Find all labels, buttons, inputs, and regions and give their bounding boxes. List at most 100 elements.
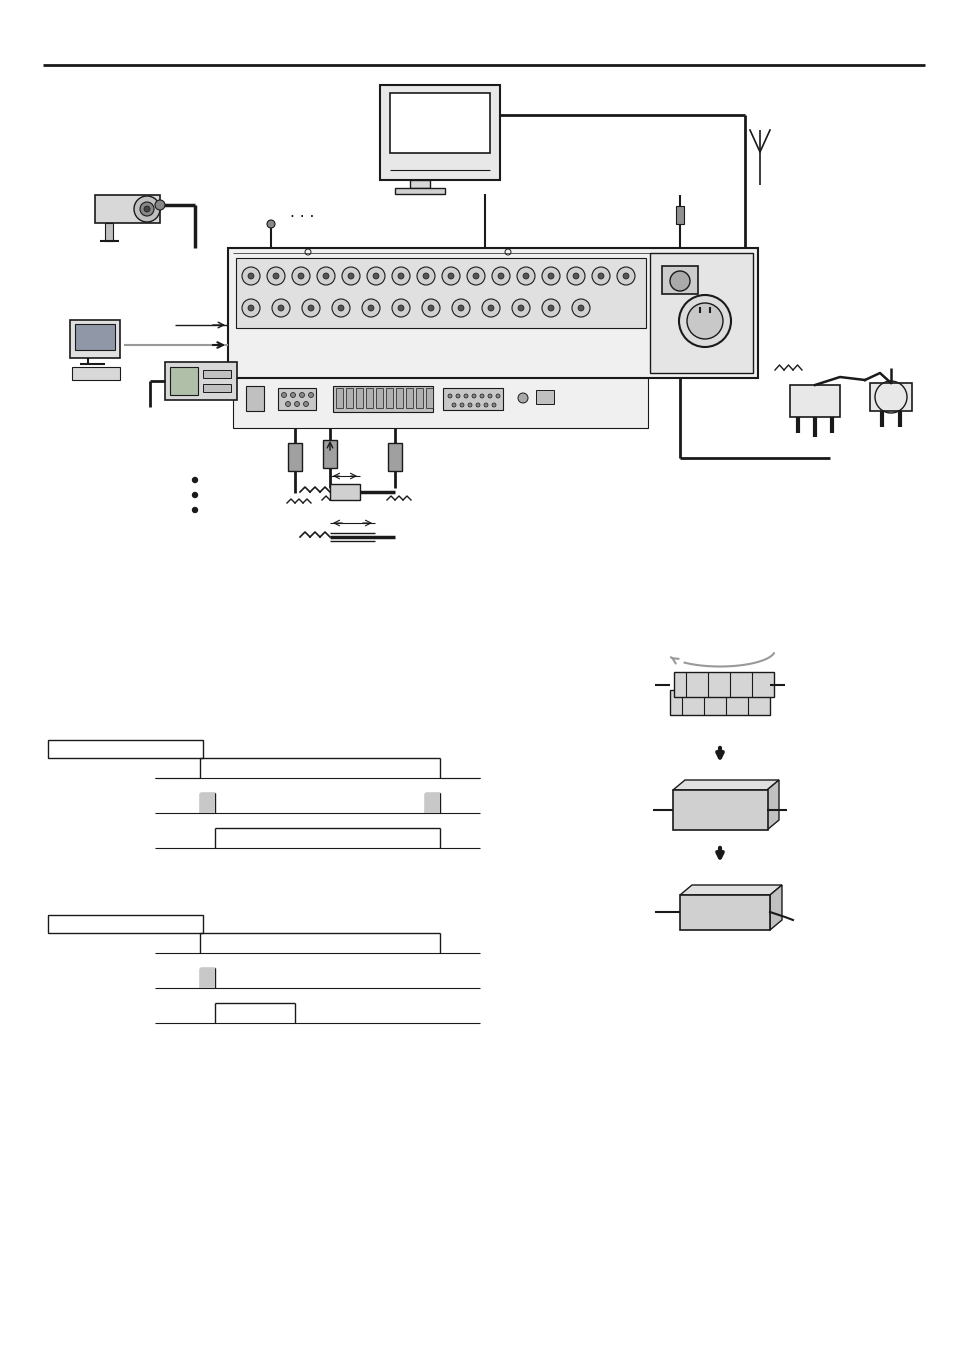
- Circle shape: [459, 403, 463, 407]
- Bar: [355, 388, 363, 408]
- Circle shape: [397, 273, 403, 280]
- Circle shape: [332, 299, 350, 317]
- Circle shape: [267, 267, 285, 285]
- Circle shape: [441, 267, 459, 285]
- Circle shape: [473, 273, 478, 280]
- Circle shape: [397, 305, 403, 311]
- Circle shape: [492, 267, 510, 285]
- Circle shape: [522, 273, 529, 280]
- Circle shape: [242, 299, 260, 317]
- Bar: [235, 258, 645, 328]
- Bar: [676, 205, 683, 224]
- Circle shape: [144, 205, 150, 212]
- Circle shape: [292, 267, 310, 285]
- Circle shape: [472, 394, 476, 399]
- Bar: [395, 388, 402, 408]
- Circle shape: [316, 267, 335, 285]
- Circle shape: [308, 305, 314, 311]
- Bar: [416, 388, 422, 408]
- Text: · · ·: · · ·: [290, 211, 314, 226]
- Circle shape: [452, 299, 470, 317]
- Circle shape: [323, 273, 329, 280]
- Bar: [233, 378, 647, 428]
- Circle shape: [367, 267, 385, 285]
- Bar: [386, 388, 393, 408]
- Circle shape: [573, 273, 578, 280]
- Circle shape: [422, 273, 429, 280]
- Bar: [410, 180, 430, 188]
- Circle shape: [421, 299, 439, 317]
- Bar: [203, 384, 231, 392]
- Bar: [333, 386, 433, 412]
- Bar: [48, 740, 203, 758]
- Circle shape: [517, 393, 527, 403]
- Bar: [789, 385, 840, 417]
- Circle shape: [483, 403, 488, 407]
- Circle shape: [547, 273, 554, 280]
- Circle shape: [452, 403, 456, 407]
- Circle shape: [242, 267, 260, 285]
- Circle shape: [297, 273, 304, 280]
- Circle shape: [512, 299, 530, 317]
- Circle shape: [622, 273, 628, 280]
- Circle shape: [373, 273, 378, 280]
- Circle shape: [154, 200, 165, 209]
- Circle shape: [517, 267, 535, 285]
- Circle shape: [467, 267, 484, 285]
- Circle shape: [248, 273, 253, 280]
- Circle shape: [481, 299, 499, 317]
- Circle shape: [248, 305, 253, 311]
- Bar: [330, 484, 359, 500]
- Circle shape: [448, 273, 454, 280]
- Circle shape: [566, 267, 584, 285]
- Bar: [203, 370, 231, 378]
- Circle shape: [578, 305, 583, 311]
- Circle shape: [488, 394, 492, 399]
- Bar: [649, 253, 752, 373]
- Bar: [346, 388, 353, 408]
- Circle shape: [448, 394, 452, 399]
- Bar: [335, 388, 343, 408]
- Bar: [672, 790, 767, 830]
- Circle shape: [294, 401, 299, 407]
- Circle shape: [463, 394, 468, 399]
- Circle shape: [392, 299, 410, 317]
- Circle shape: [133, 196, 160, 222]
- Bar: [70, 320, 120, 358]
- Bar: [395, 188, 444, 195]
- Circle shape: [669, 272, 689, 290]
- Circle shape: [572, 299, 589, 317]
- Polygon shape: [766, 780, 779, 830]
- Bar: [406, 388, 413, 408]
- Circle shape: [598, 273, 603, 280]
- Circle shape: [517, 305, 523, 311]
- Bar: [95, 195, 160, 223]
- Circle shape: [337, 305, 344, 311]
- Bar: [228, 249, 758, 378]
- Bar: [661, 266, 698, 295]
- Polygon shape: [769, 885, 781, 929]
- Circle shape: [617, 267, 635, 285]
- Bar: [246, 386, 264, 411]
- Circle shape: [308, 393, 314, 397]
- Circle shape: [468, 403, 472, 407]
- Circle shape: [368, 305, 374, 311]
- Polygon shape: [672, 780, 779, 790]
- Polygon shape: [679, 885, 781, 894]
- Circle shape: [348, 273, 354, 280]
- Circle shape: [592, 267, 609, 285]
- Circle shape: [302, 299, 319, 317]
- Circle shape: [492, 403, 496, 407]
- Bar: [669, 690, 769, 715]
- Circle shape: [193, 493, 197, 497]
- Circle shape: [273, 273, 278, 280]
- Circle shape: [285, 401, 291, 407]
- Bar: [323, 440, 336, 467]
- Bar: [71, 367, 120, 380]
- Circle shape: [281, 393, 286, 397]
- Bar: [366, 388, 373, 408]
- Bar: [679, 894, 769, 929]
- Circle shape: [392, 267, 410, 285]
- Circle shape: [679, 295, 730, 347]
- Circle shape: [686, 303, 722, 339]
